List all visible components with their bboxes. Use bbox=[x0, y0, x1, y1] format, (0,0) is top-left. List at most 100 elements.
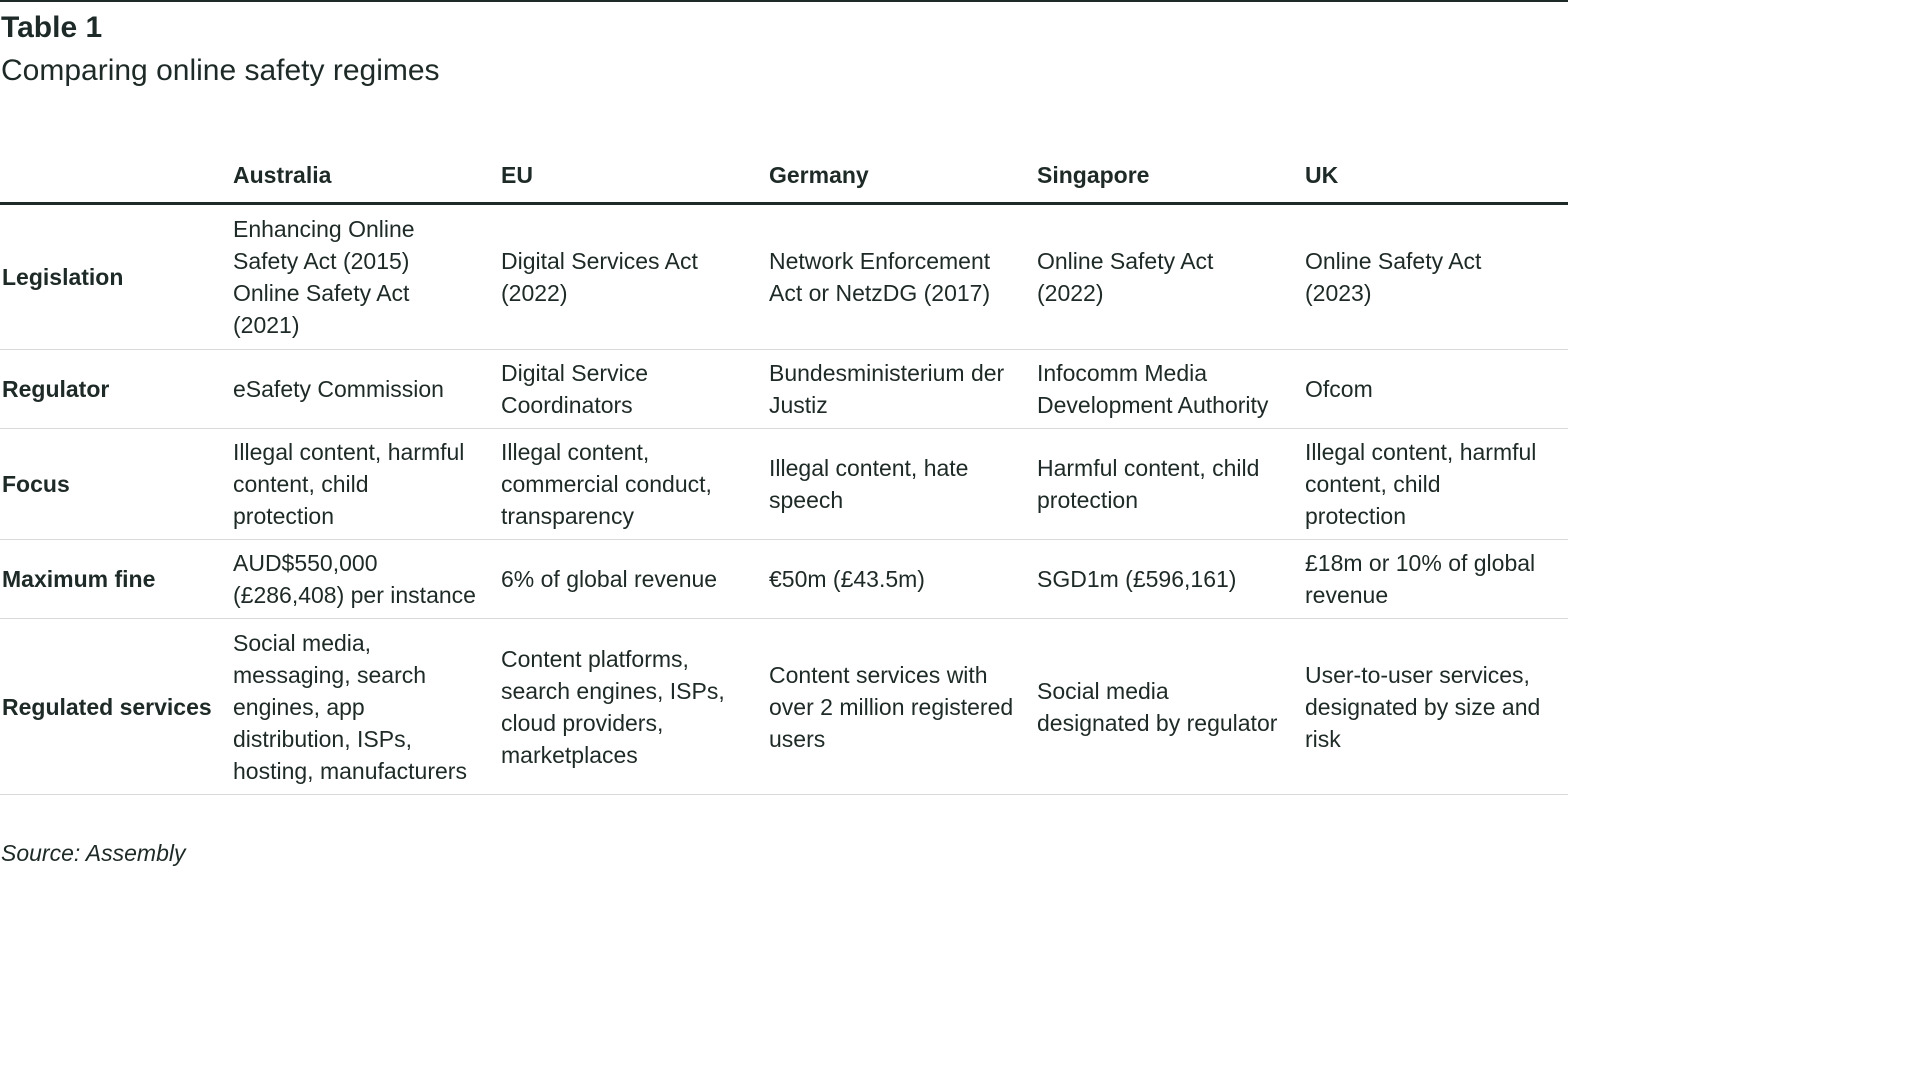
cell-focus-eu: Illegal content, commercial conduct, tra… bbox=[499, 428, 767, 540]
cell-line: Infocomm Media bbox=[1037, 360, 1208, 386]
table-row-maximum-fine: Maximum fine AUD$550,000 (£286,408) per … bbox=[0, 539, 1568, 619]
cell-focus-singapore: Harmful content, child protection bbox=[1035, 428, 1303, 540]
cell-line: £18m or 10% of global bbox=[1305, 550, 1536, 576]
cell-services-uk: User-to-user services, designated by siz… bbox=[1303, 618, 1568, 795]
cell-line: over 2 million registered bbox=[769, 693, 1014, 720]
cell-services-germany: Content services with over 2 million reg… bbox=[767, 618, 1035, 795]
cell-line: designated by regulator bbox=[1037, 709, 1278, 736]
table-row-regulated-services: Regulated services Social media, messagi… bbox=[0, 618, 1568, 795]
cell-legislation-uk: Online Safety Act (2023) bbox=[1303, 203, 1568, 350]
cell-legislation-germany: Network Enforcement Act or NetzDG (2017) bbox=[767, 203, 1035, 350]
cell-line: designated by size and bbox=[1305, 693, 1541, 720]
cell-line: eSafety Commission bbox=[233, 376, 444, 402]
row-label-focus: Focus bbox=[0, 428, 231, 540]
cell-line: Bundesministerium der bbox=[769, 360, 1005, 386]
cell-line: commercial conduct, bbox=[501, 471, 712, 497]
cell-line: (2023) bbox=[1305, 280, 1372, 306]
cell-fine-germany: €50m (£43.5m) bbox=[767, 539, 1035, 619]
cell-line: engines, app bbox=[233, 693, 365, 720]
cell-line: Safety Act (2015) bbox=[233, 248, 410, 274]
cell-line: hosting, manufacturers bbox=[233, 757, 467, 784]
cell-line: AUD$550,000 bbox=[233, 550, 378, 576]
cell-line: Illegal content, bbox=[501, 439, 650, 465]
cell-line: content, child bbox=[1305, 471, 1441, 497]
top-rule bbox=[0, 0, 1568, 2]
cell-line: €50m (£43.5m) bbox=[769, 566, 925, 592]
cell-legislation-eu: Digital Services Act (2022) bbox=[499, 203, 767, 350]
cell-line: protection bbox=[1037, 487, 1139, 513]
cell-line: Social media bbox=[1037, 677, 1169, 704]
cell-focus-uk: Illegal content, harmful content, child … bbox=[1303, 428, 1568, 540]
cell-regulator-germany: Bundesministerium der Justiz bbox=[767, 349, 1035, 429]
cell-regulator-uk: Ofcom bbox=[1303, 349, 1568, 429]
cell-line: transparency bbox=[501, 503, 634, 529]
cell-line: (2022) bbox=[501, 280, 568, 306]
cell-line: User-to-user services, bbox=[1305, 661, 1530, 688]
cell-line: Network Enforcement bbox=[769, 248, 991, 274]
cell-line: Illegal content, harmful bbox=[233, 439, 465, 465]
cell-line: risk bbox=[1305, 725, 1341, 752]
cell-line: 6% of global revenue bbox=[501, 566, 718, 592]
cell-line: Enhancing Online bbox=[233, 216, 415, 242]
table-row-regulator: Regulator eSafety Commission Digital Ser… bbox=[0, 349, 1568, 429]
cell-line: content, child bbox=[233, 471, 369, 497]
cell-line: Illegal content, harmful bbox=[1305, 439, 1537, 465]
cell-line: Harmful content, child bbox=[1037, 455, 1260, 481]
cell-line: (2021) bbox=[233, 312, 300, 338]
cell-line: Content platforms, bbox=[501, 645, 689, 672]
header-row: Australia EU Germany Singapore UK bbox=[0, 148, 1568, 205]
cell-line: Illegal content, hate bbox=[769, 455, 969, 481]
cell-line: marketplaces bbox=[501, 741, 638, 768]
cell-regulator-eu: Digital Service Coordinators bbox=[499, 349, 767, 429]
table-title: Comparing online safety regimes bbox=[1, 54, 440, 87]
row-label-regulator: Regulator bbox=[0, 349, 231, 429]
table-row-legislation: Legislation Enhancing Online Safety Act … bbox=[0, 203, 1568, 350]
cell-focus-germany: Illegal content, hate speech bbox=[767, 428, 1035, 540]
row-label-regulated-services: Regulated services bbox=[0, 618, 231, 795]
cell-line: (2022) bbox=[1037, 280, 1104, 306]
cell-fine-singapore: SGD1m (£596,161) bbox=[1035, 539, 1303, 619]
cell-regulator-australia: eSafety Commission bbox=[231, 349, 499, 429]
row-label-legislation: Legislation bbox=[0, 203, 231, 350]
table-row-focus: Focus Illegal content, harmful content, … bbox=[0, 428, 1568, 540]
cell-fine-uk: £18m or 10% of global revenue bbox=[1303, 539, 1568, 619]
cell-line: Online Safety Act bbox=[233, 280, 410, 306]
cell-focus-australia: Illegal content, harmful content, child … bbox=[231, 428, 499, 540]
comparison-table: Australia EU Germany Singapore UK Legisl… bbox=[0, 148, 1568, 795]
cell-legislation-singapore: Online Safety Act (2022) bbox=[1035, 203, 1303, 350]
cell-line: Online Safety Act bbox=[1305, 248, 1482, 274]
cell-line: protection bbox=[1305, 503, 1407, 529]
cell-line: protection bbox=[233, 503, 335, 529]
cell-line: Coordinators bbox=[501, 392, 633, 418]
cell-line: distribution, ISPs, bbox=[233, 725, 412, 752]
cell-line: Justiz bbox=[769, 392, 828, 418]
row-label-maximum-fine: Maximum fine bbox=[0, 539, 231, 619]
cell-line: search engines, ISPs, bbox=[501, 677, 725, 704]
column-header-germany: Germany bbox=[767, 148, 1035, 205]
cell-line: Development Authority bbox=[1037, 392, 1269, 418]
cell-line: (£286,408) per instance bbox=[233, 582, 476, 608]
column-header-singapore: Singapore bbox=[1035, 148, 1303, 205]
column-header-australia: Australia bbox=[231, 148, 499, 205]
cell-regulator-singapore: Infocomm Media Development Authority bbox=[1035, 349, 1303, 429]
cell-line: Social media, bbox=[233, 629, 372, 656]
source-note: Source: Assembly bbox=[1, 840, 186, 866]
cell-services-singapore: Social media designated by regulator bbox=[1035, 618, 1303, 795]
table-label: Table 1 bbox=[1, 11, 103, 44]
cell-line: Ofcom bbox=[1305, 376, 1373, 402]
cell-line: Digital Services Act bbox=[501, 248, 698, 274]
cell-line: revenue bbox=[1305, 582, 1389, 608]
cell-line: Online Safety Act bbox=[1037, 248, 1214, 274]
cell-line: SGD1m (£596,161) bbox=[1037, 566, 1237, 592]
cell-line: messaging, search bbox=[233, 661, 427, 688]
cell-fine-australia: AUD$550,000 (£286,408) per instance bbox=[231, 539, 499, 619]
column-header-blank bbox=[0, 148, 231, 205]
cell-line: speech bbox=[769, 487, 844, 513]
cell-services-eu: Content platforms, search engines, ISPs,… bbox=[499, 618, 767, 795]
cell-line: Digital Service bbox=[501, 360, 648, 386]
cell-services-australia: Social media, messaging, search engines,… bbox=[231, 618, 499, 795]
cell-legislation-australia: Enhancing Online Safety Act (2015) Onlin… bbox=[231, 203, 499, 350]
cell-line: cloud providers, bbox=[501, 709, 664, 736]
cell-line: users bbox=[769, 725, 826, 752]
cell-line: Content services with bbox=[769, 661, 988, 688]
